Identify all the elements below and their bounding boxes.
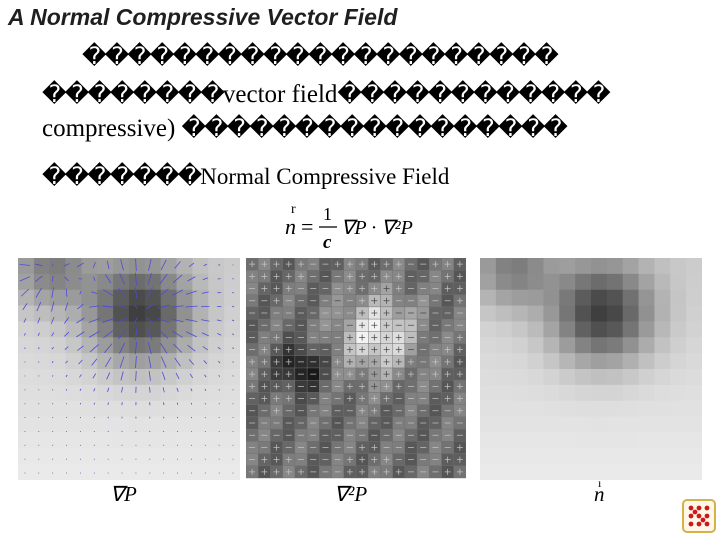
slide-title: A Normal Compressive Vector Field xyxy=(8,4,398,30)
normal-caption-text: n xyxy=(594,482,605,506)
garbled-suffix: ����������������� xyxy=(181,114,568,142)
garbled-prefix: ������� xyxy=(42,162,202,190)
normal-panel xyxy=(480,258,702,480)
normal-arrow-mark: ı xyxy=(598,476,602,490)
formula-equals: = xyxy=(301,214,313,239)
formula-arrow-mark: r xyxy=(291,202,296,217)
text-line-2: ��������vector field������������ xyxy=(42,80,720,109)
text-line-3: compressive) ����������������� xyxy=(42,114,720,143)
formula-denominator: c xyxy=(323,232,332,253)
normal-compressive-field-text: Normal Compressive Field xyxy=(200,164,450,189)
gradient-caption: ∇P xyxy=(110,482,137,506)
formula-rhs: ∇P · ∇²P xyxy=(341,217,413,239)
garbled-prefix: �������� xyxy=(42,80,225,108)
gradient-panel xyxy=(18,258,240,480)
garbled-suffix: ������������ xyxy=(337,80,610,108)
laplacian-caption: ∇²P xyxy=(334,482,368,506)
normal-caption: ı n xyxy=(594,476,605,507)
vector-field-text: vector field xyxy=(222,81,338,108)
logo-icon xyxy=(682,499,716,533)
compressive-text: compressive) xyxy=(42,115,176,142)
normal-formula: r n = 1 c ∇P · ∇²P xyxy=(285,202,413,253)
formula-numerator: 1 xyxy=(323,204,332,224)
garbled-text-line-1: ��������������������� xyxy=(82,42,559,70)
text-line-4: �������Normal Compressive Field xyxy=(42,162,720,190)
formula-lhs: n xyxy=(285,214,296,239)
laplacian-panel xyxy=(246,258,466,479)
